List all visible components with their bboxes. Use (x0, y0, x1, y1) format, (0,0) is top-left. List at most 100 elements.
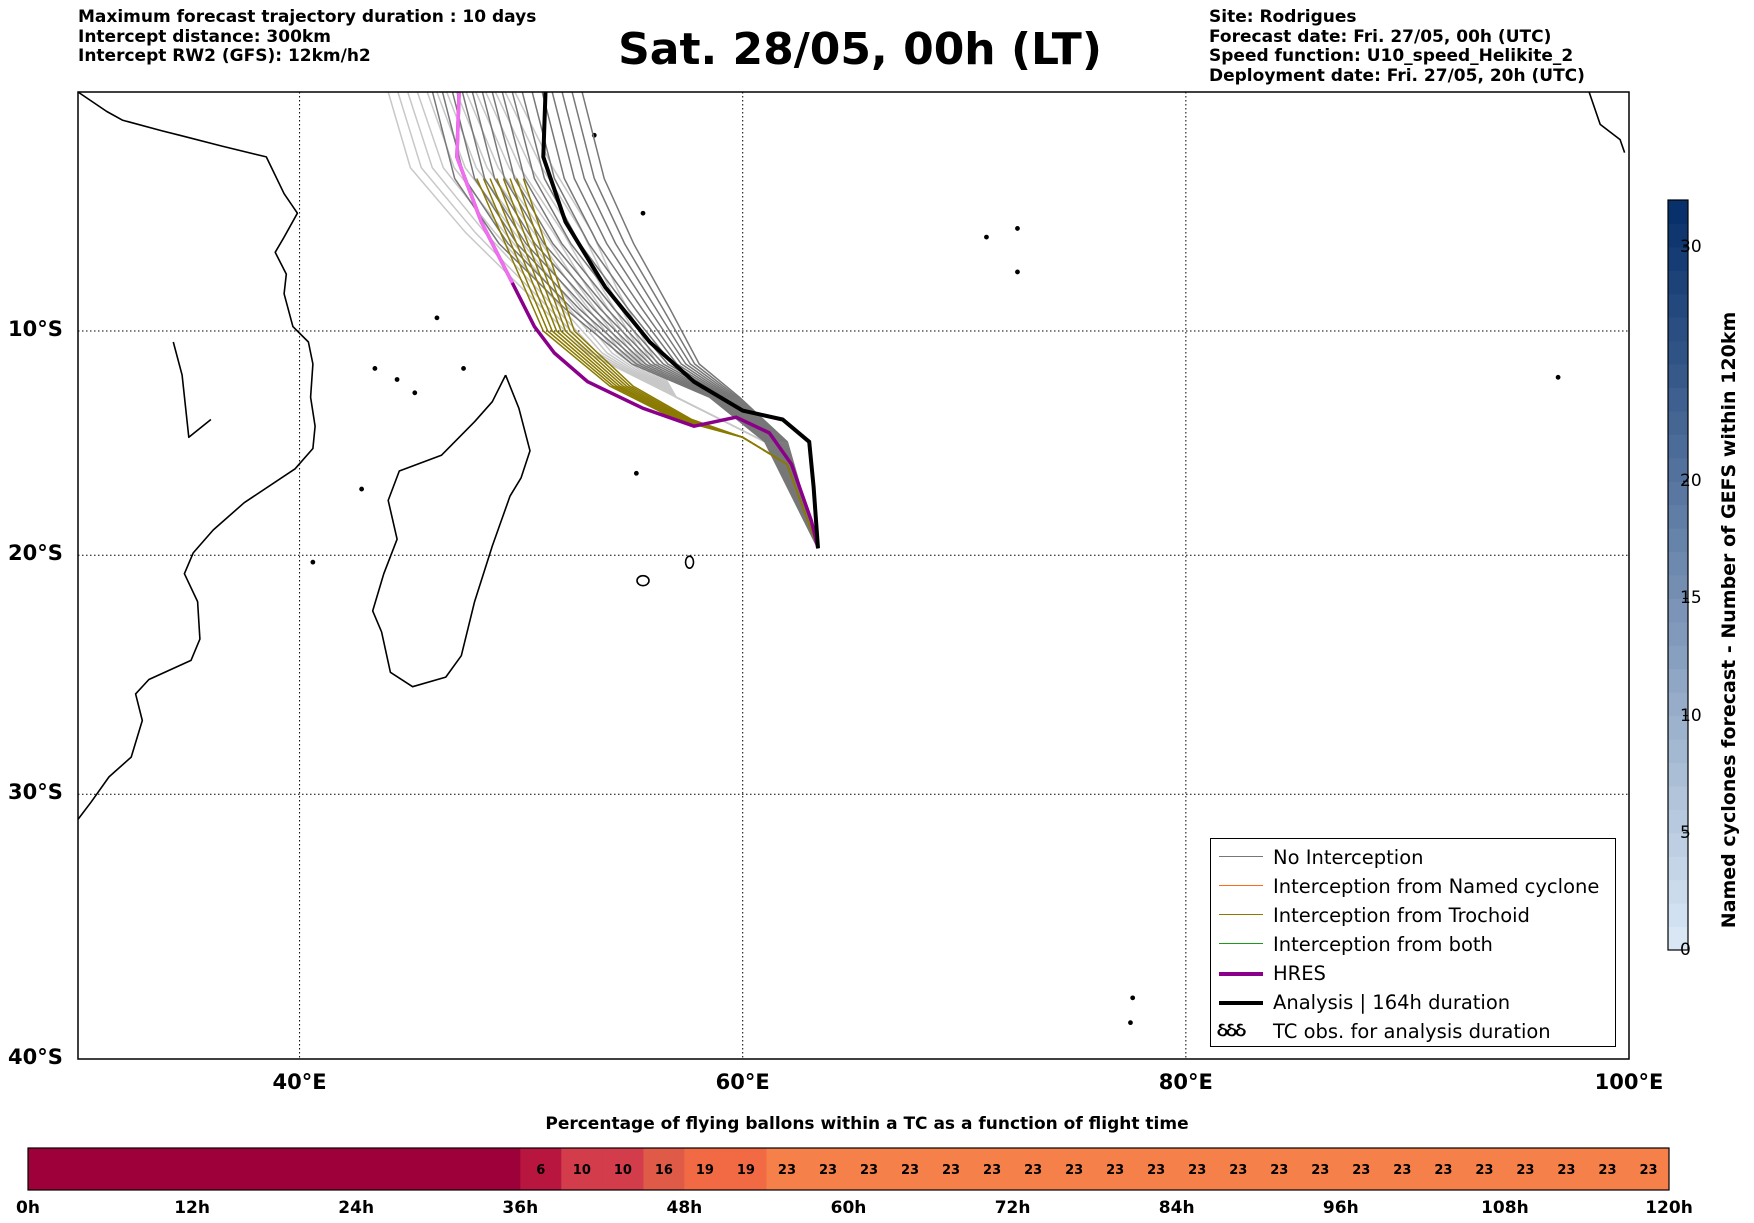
legend-item-both: Interception from both (1211, 930, 1615, 959)
no-interception-track (501, 91, 819, 549)
timeline-value-label: 10 (614, 1163, 632, 1178)
lon-label: 100°E (1594, 1070, 1664, 1094)
legend-label: No Interception (1273, 846, 1424, 869)
no-interception-track (491, 91, 819, 549)
no-interception-track (471, 91, 819, 549)
colorbar-segment (1668, 903, 1688, 928)
timeline-segment (643, 1148, 685, 1190)
colorbar-label: Named cyclones forecast - Number of GEFS… (1718, 311, 1740, 929)
timeline-segment (1135, 1148, 1178, 1190)
colorbar-segment (1668, 457, 1688, 482)
legend-item-hres: HRES (1211, 959, 1615, 988)
header-right-info: Site: Rodrigues Forecast date: Fri. 27/0… (1209, 7, 1585, 86)
lat-label: 30°S (8, 780, 63, 805)
legend-swatch (1219, 972, 1263, 976)
timeline-value-label: 23 (1393, 1163, 1411, 1178)
island-dot-icon (372, 366, 378, 371)
legend-swatch (1219, 914, 1263, 915)
timeline-tick-label: 108h (1481, 1198, 1529, 1218)
colorbar-segment (1668, 410, 1688, 435)
colorbar (1667, 199, 1689, 951)
colorbar-tick-label: 20 (1680, 471, 1702, 492)
deployment-date-text: Deployment date: Fri. 27/05, 20h (UTC) (1209, 65, 1585, 86)
reunion-island-icon (636, 574, 650, 587)
map-frame (77, 91, 1630, 1060)
timeline-segment (110, 1148, 152, 1190)
trochoid-track (522, 178, 819, 549)
colorbar-segment (1668, 715, 1688, 740)
timeline-segment (1545, 1148, 1588, 1190)
timeline-value-label: 23 (1516, 1163, 1534, 1178)
timeline-segment (889, 1148, 932, 1190)
max-duration-text: Maximum forecast trajectory duration : 1… (78, 7, 537, 27)
timeline-tick-label: 60h (830, 1198, 867, 1218)
intercept-rw2-text: Intercept RW2 (GFS): 12km/h2 (78, 46, 371, 66)
no-interception-track (451, 91, 819, 549)
timeline-segment (274, 1148, 316, 1190)
legend-item-no-interception: No Interception (1211, 843, 1615, 872)
island-dot-icon (1130, 995, 1136, 1001)
timeline-segment (1053, 1148, 1096, 1190)
timeline-segment (1217, 1148, 1260, 1190)
hres-track-early (455, 91, 514, 284)
legend-swatch (1219, 885, 1263, 886)
forecast-date-text: Forecast date: Fri. 27/05, 00h (UTC) (1209, 26, 1552, 47)
no-interception-track (441, 91, 819, 549)
colorbar-tick-label: 5 (1680, 822, 1691, 843)
island-dot-icon (984, 234, 989, 240)
colorbar-segment (1668, 270, 1688, 295)
colorbar-segment (1668, 785, 1688, 810)
trochoid-track (482, 178, 819, 549)
colorbar-segment (1668, 504, 1688, 529)
no-interception-track (431, 91, 819, 549)
lat-label: 10°S (8, 317, 63, 341)
colorbar-frame (1667, 199, 1689, 951)
colorbar-segment (1668, 551, 1688, 576)
legend-item-trochoid: Interception from Trochoid (1211, 901, 1615, 930)
no-interception-track (551, 91, 819, 549)
timeline-value-label: 23 (1229, 1163, 1247, 1178)
trochoid-track (502, 178, 819, 549)
no-interception-track (581, 91, 819, 549)
timeline-segment (520, 1148, 562, 1190)
lon-label: 60°E (715, 1070, 770, 1094)
timeline-segment (1422, 1148, 1465, 1190)
colorbar-segment (1668, 293, 1688, 318)
colorbar-segment (1668, 926, 1688, 951)
timeline-segment (1463, 1148, 1506, 1190)
colorbar-segment (1668, 621, 1688, 646)
lon-label: 80°E (1158, 1070, 1213, 1094)
timeline-value-label: 23 (1188, 1163, 1206, 1178)
trochoid-track (476, 178, 819, 549)
site-text: Site: Rodrigues (1209, 7, 1357, 27)
timeline-value-label: 23 (1639, 1163, 1657, 1178)
timeline-tick-label: 48h (666, 1198, 703, 1218)
timeline-segment (28, 1148, 70, 1190)
no-interception-track (511, 91, 819, 549)
timeline-tick-label: 120h (1645, 1198, 1693, 1218)
no-interception-track (481, 91, 819, 549)
colorbar-segment (1668, 879, 1688, 904)
timeline-segment (848, 1148, 891, 1190)
timeline-segment (807, 1148, 849, 1190)
island-dot-icon (434, 315, 440, 321)
timeline-value-label: 23 (819, 1163, 837, 1178)
timeline-segment (1258, 1148, 1301, 1190)
timeline-segment (684, 1148, 726, 1190)
ensemble-trajectories-light (387, 91, 819, 549)
island-dot-icon (310, 559, 316, 565)
timeline-segment (725, 1148, 767, 1190)
analysis-track (541, 91, 820, 549)
timeline-value-label: 16 (655, 1163, 673, 1178)
timeline-segment (1299, 1148, 1342, 1190)
no-interception-track (541, 91, 819, 549)
colorbar-segment (1668, 645, 1688, 670)
timeline-segment (69, 1148, 111, 1190)
island-dot-icon (394, 377, 400, 382)
lon-label: 40°E (272, 1070, 327, 1094)
timeline-tick-label: 72h (994, 1198, 1031, 1218)
colorbar-segment (1668, 340, 1688, 365)
island-dot-icon (633, 470, 639, 476)
timeline-segment (561, 1148, 603, 1190)
colorbar-segment (1668, 856, 1688, 881)
